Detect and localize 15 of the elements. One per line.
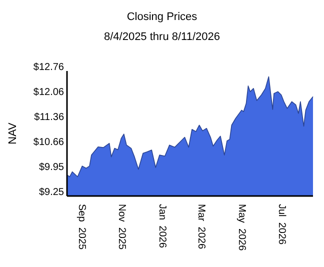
y-tick-label: $9.25 (38, 187, 64, 198)
x-tick-label: Jul 2026 (276, 204, 288, 246)
y-tick-label: $10.66 (33, 136, 64, 148)
y-tick-label: $12.06 (33, 86, 64, 98)
y-axis-title: NAV (7, 122, 19, 144)
x-tick-label: Mar 2026 (196, 204, 207, 250)
y-tick-label: $11.36 (34, 112, 64, 123)
x-tick-label: Jan 2026 (156, 204, 168, 248)
x-tick-label: Sep 2025 (76, 204, 87, 250)
chart-subtitle: 8/4/2025 thru 8/11/2026 (104, 31, 220, 43)
x-tick-label: Nov 2025 (116, 204, 128, 250)
y-tick-label: $12.76 (33, 62, 64, 73)
y-tick-label: $9.95 (38, 162, 64, 174)
x-tick-label: May 2026 (236, 204, 247, 252)
chart-title: Closing Prices (126, 11, 198, 23)
